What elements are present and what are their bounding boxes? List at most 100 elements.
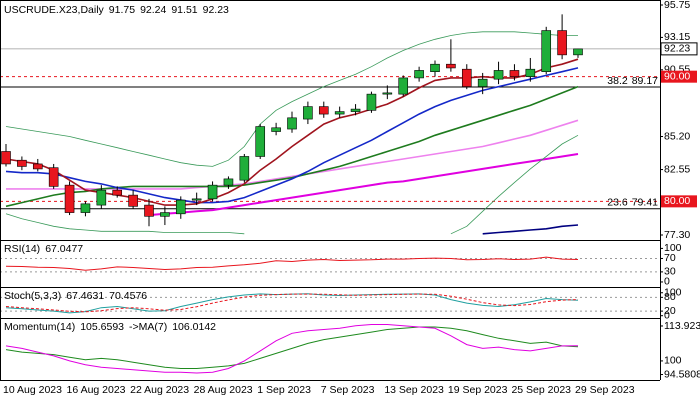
candle-body (191, 198, 202, 201)
candle-body (493, 70, 504, 80)
header-item: ->MA(7) (129, 321, 167, 333)
candle-body (128, 194, 138, 207)
x-tick-label: 19 Sep 2023 (448, 384, 508, 396)
candle-body (318, 106, 329, 115)
y-tick-label: 100 (664, 355, 682, 367)
x-tick-label: 22 Aug 2023 (130, 384, 189, 396)
line (5, 293, 579, 313)
candle-body (541, 30, 552, 72)
panel-header: Momentum(14) 105.6593 ->MA(7) 106.0142 (4, 321, 216, 333)
fib-ratio: 23.6 (607, 196, 628, 208)
line (5, 324, 579, 374)
candle-body (80, 203, 91, 213)
candle-body (1, 151, 11, 165)
plot-area (1, 256, 660, 273)
line (5, 31, 578, 167)
line (5, 256, 579, 271)
candle-body (382, 92, 393, 95)
candle-body (525, 68, 536, 77)
fib-label: 38.2 89.17 (607, 75, 658, 87)
candle-body (350, 108, 361, 112)
x-tick-label: 28 Aug 2023 (194, 384, 253, 396)
x-tick-label: 7 Sep 2023 (321, 384, 375, 396)
y-tick-label: 95.75 (664, 0, 690, 11)
x-tick-label: 16 Aug 2023 (67, 384, 126, 396)
line (148, 153, 579, 217)
x-tick-label: 29 Sep 2023 (575, 384, 635, 396)
y-tick-label: 85.20 (664, 130, 690, 142)
fib-ratio: 38.2 (607, 75, 628, 87)
panel-header: Stoch(5,3,3) 67.4631 70.4576 (4, 290, 147, 302)
candle-body (303, 106, 313, 120)
header-item: 106.0142 (172, 321, 216, 333)
fib-value: 89.17 (632, 75, 658, 87)
line (450, 134, 579, 235)
y-tick-label: 113.9232 (664, 320, 700, 332)
y-tick-label: 94.5808 (664, 368, 700, 380)
candle-body (112, 189, 123, 196)
candle-body (398, 77, 409, 95)
x-tick-label: 25 Sep 2023 (511, 384, 571, 396)
header-item: 92.24 (140, 4, 166, 16)
y-tick-label: 82.55 (664, 163, 690, 175)
header-item: USCRUDE.X23,Daily (4, 4, 105, 16)
y-tick-label: 0 (664, 276, 670, 288)
candle-body (334, 111, 345, 115)
x-tick-label: 1 Sep 2023 (257, 384, 311, 396)
candle-body (271, 127, 281, 132)
candle-body (48, 167, 59, 187)
y-tick-label: 77.30 (664, 229, 690, 241)
y-tick-label: 100 (664, 287, 682, 299)
candle-body (366, 93, 377, 111)
panel-header: RSI(14) 67.0477 (4, 243, 83, 255)
candle-body (430, 63, 440, 72)
y-tick-label: 80 (664, 291, 676, 303)
candle-body (223, 178, 234, 186)
header-item: 92.23 (203, 4, 229, 16)
plot-area (1, 293, 660, 314)
level-box (661, 70, 697, 83)
candle-body (64, 184, 75, 213)
candle-body (96, 189, 107, 206)
header-item: 91.51 (171, 4, 197, 16)
y-tick-label: 30 (664, 266, 676, 278)
level-box (661, 195, 697, 208)
candle-body (557, 30, 567, 56)
fib-label: 23.6 79.41 (607, 196, 658, 208)
header-item: 105.6593 (80, 321, 124, 333)
header-item: Momentum(14) (4, 321, 75, 333)
candle-body (17, 159, 27, 167)
line (482, 224, 579, 235)
header-item: 70.4576 (109, 290, 147, 302)
candle-body (509, 70, 520, 77)
header-item: RSI(14) (4, 243, 40, 255)
header-item: 91.75 (109, 4, 135, 16)
y-tick-label: 20 (664, 305, 676, 317)
candle-body (239, 156, 250, 181)
line (5, 213, 245, 235)
candle-body (414, 70, 424, 79)
y-tick-label: 100 (664, 242, 682, 254)
panel-header: USCRUDE.X23,Daily 91.75 92.24 91.51 92.23 (4, 4, 229, 16)
plot-area (5, 324, 579, 374)
candle-body (446, 63, 456, 69)
price-box-label: 92.23 (664, 43, 690, 55)
candle-body (32, 163, 43, 170)
y-tick-label: 0 (664, 309, 670, 321)
candle-body (477, 78, 488, 87)
candle-body (175, 199, 186, 215)
candle-body (160, 212, 170, 217)
level-box-label: 80.00 (664, 195, 690, 207)
fib-value: 79.41 (632, 196, 658, 208)
candle-body (287, 117, 297, 130)
candle-body (144, 204, 154, 217)
candle-body (573, 48, 583, 56)
header-item: 67.0477 (45, 243, 83, 255)
header-item: Stoch(5,3,3) (4, 290, 61, 302)
y-tick-label: 93.15 (664, 31, 690, 43)
plot-area (1, 14, 660, 235)
level-box-label: 90.00 (664, 70, 690, 82)
candle-body (207, 184, 218, 200)
